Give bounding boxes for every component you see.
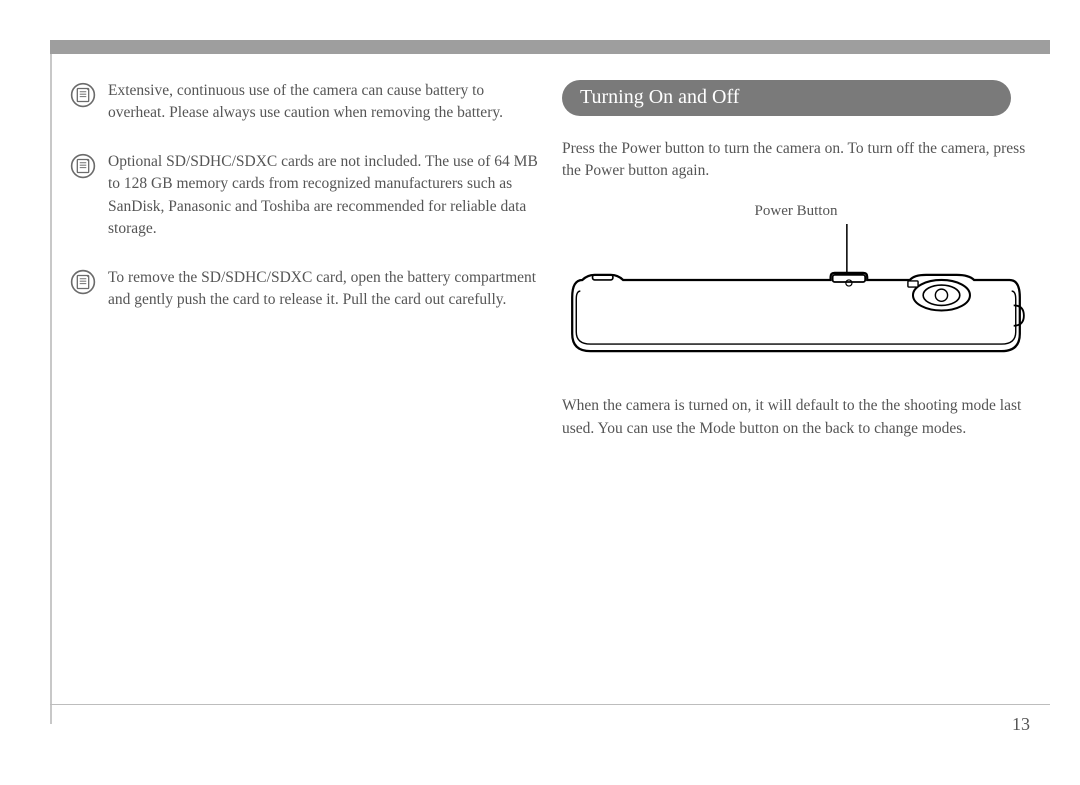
note-item: Optional SD/SDHC/SDXC cards are not incl… — [70, 151, 538, 241]
right-column: Turning On and Off Press the Power butto… — [562, 80, 1030, 460]
note-item: To remove the SD/SDHC/SDXC card, open th… — [70, 267, 538, 312]
page-number: 13 — [1012, 714, 1030, 735]
intro-paragraph: Press the Power button to turn the camer… — [562, 138, 1030, 183]
note-text: Optional SD/SDHC/SDXC cards are not incl… — [108, 151, 538, 241]
left-margin-line — [50, 54, 52, 724]
note-text: To remove the SD/SDHC/SDXC card, open th… — [108, 267, 538, 312]
note-text: Extensive, continuous use of the camera … — [108, 80, 538, 125]
section-title: Turning On and Off — [562, 80, 1011, 116]
note-icon — [70, 153, 96, 179]
camera-diagram: Power Button — [562, 203, 1030, 371]
top-border-bar — [50, 40, 1050, 54]
outro-paragraph: When the camera is turned on, it will de… — [562, 395, 1030, 440]
left-column: Extensive, continuous use of the camera … — [70, 80, 538, 460]
power-button-label: Power Button — [562, 203, 1030, 220]
note-icon — [70, 269, 96, 295]
bottom-border-line — [50, 704, 1050, 705]
note-item: Extensive, continuous use of the camera … — [70, 80, 538, 125]
camera-top-view-illustration — [562, 224, 1030, 366]
page-content: Extensive, continuous use of the camera … — [70, 80, 1030, 460]
note-icon — [70, 82, 96, 108]
